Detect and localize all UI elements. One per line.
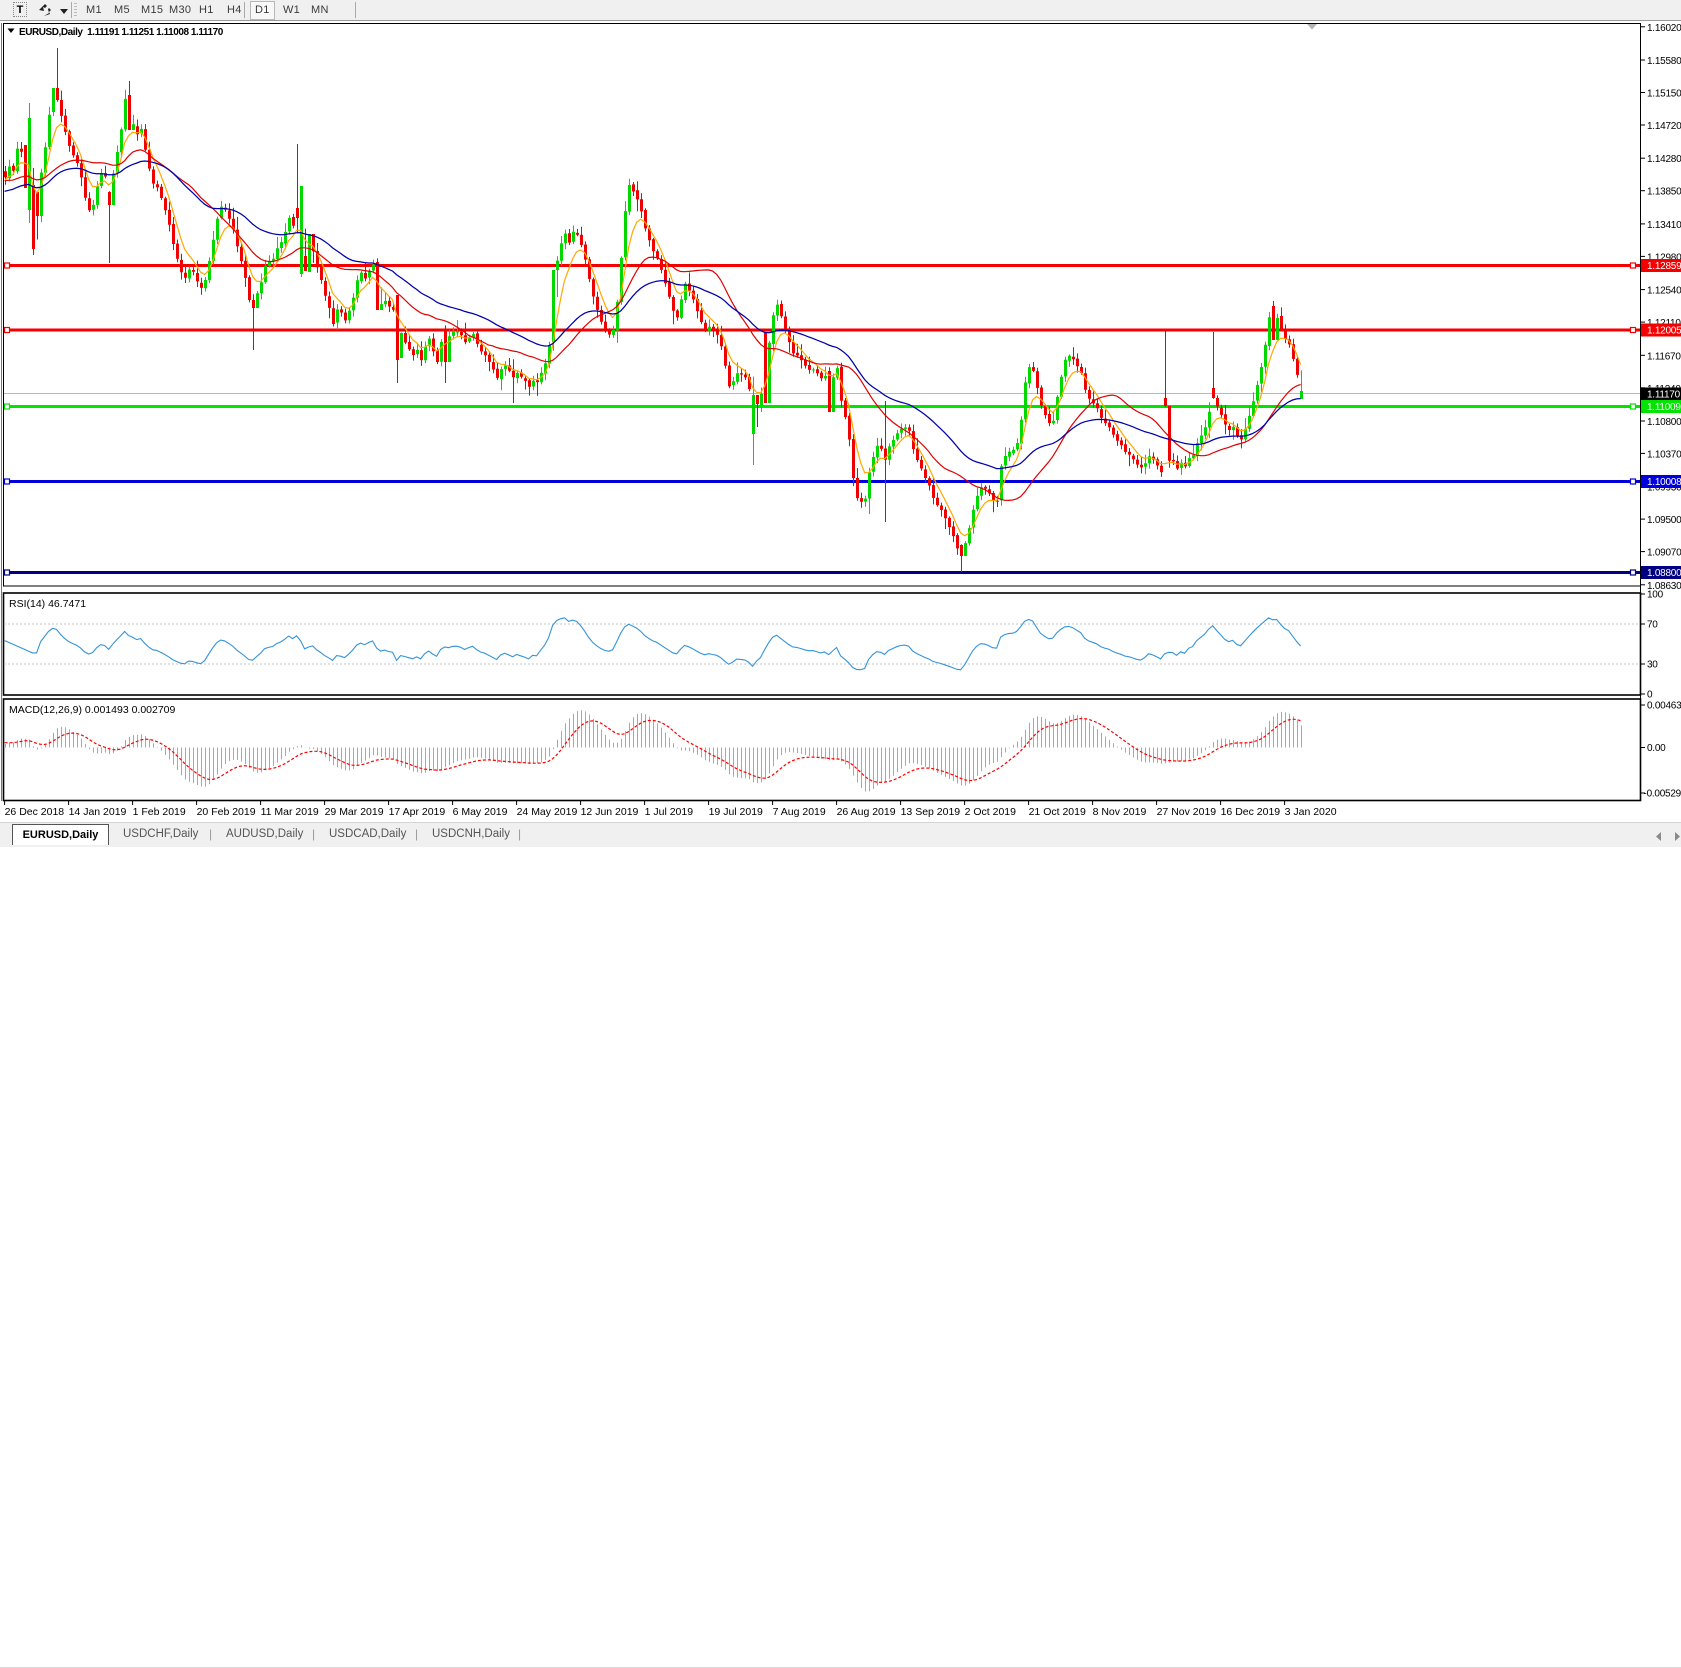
svg-text:24 May 2019: 24 May 2019 [517, 806, 578, 818]
svg-text:20 Feb 2019: 20 Feb 2019 [197, 806, 256, 818]
svg-text:EURUSD,Daily 1.11191 1.11251: EURUSD,Daily 1.11191 1.11251 1.11008 1.1… [19, 27, 224, 38]
svg-text:MACD(12,26,9) 0.001493 0.00270: MACD(12,26,9) 0.001493 0.002709 [9, 704, 176, 716]
svg-text:3 Jan 2020: 3 Jan 2020 [1285, 806, 1337, 818]
svg-text:1.15150: 1.15150 [1647, 89, 1681, 100]
svg-text:RSI(14) 46.7471: RSI(14) 46.7471 [9, 598, 86, 610]
svg-text:1.12005: 1.12005 [1647, 326, 1681, 337]
svg-text:1 Feb 2019: 1 Feb 2019 [133, 806, 186, 818]
svg-text:17 Apr 2019: 17 Apr 2019 [389, 806, 446, 818]
svg-text:14 Jan 2019: 14 Jan 2019 [69, 806, 127, 818]
svg-text:29 Mar 2019: 29 Mar 2019 [325, 806, 384, 818]
svg-text:1.13850: 1.13850 [1647, 187, 1681, 198]
svg-text:21 Oct 2019: 21 Oct 2019 [1029, 806, 1086, 818]
svg-text:1.14720: 1.14720 [1647, 121, 1681, 132]
svg-text:1.10800: 1.10800 [1647, 417, 1681, 428]
svg-text:8 Nov 2019: 8 Nov 2019 [1093, 806, 1147, 818]
svg-text:1.09070: 1.09070 [1647, 548, 1681, 559]
svg-text:16 Dec 2019: 16 Dec 2019 [1221, 806, 1281, 818]
svg-text:6 May 2019: 6 May 2019 [453, 806, 508, 818]
svg-text:1.10008: 1.10008 [1647, 477, 1681, 488]
svg-text:11 Mar 2019: 11 Mar 2019 [261, 806, 319, 818]
svg-text:7 Aug 2019: 7 Aug 2019 [773, 806, 826, 818]
svg-text:100: 100 [1647, 590, 1664, 601]
svg-text:0.00: 0.00 [1647, 743, 1666, 754]
svg-text:30: 30 [1647, 660, 1658, 671]
svg-text:1.11670: 1.11670 [1647, 351, 1681, 362]
svg-text:1.13410: 1.13410 [1647, 220, 1681, 231]
svg-text:1.12859: 1.12859 [1647, 261, 1681, 272]
svg-text:2 Oct 2019: 2 Oct 2019 [965, 806, 1017, 818]
svg-text:1.11009: 1.11009 [1647, 402, 1681, 413]
svg-text:1.08800: 1.08800 [1647, 568, 1681, 579]
svg-text:1 Jul 2019: 1 Jul 2019 [645, 806, 694, 818]
svg-text:0: 0 [1647, 690, 1653, 701]
svg-text:1.10370: 1.10370 [1647, 449, 1681, 460]
svg-text:70: 70 [1647, 620, 1658, 631]
svg-text:1.09500: 1.09500 [1647, 515, 1681, 526]
svg-text:13 Sep 2019: 13 Sep 2019 [901, 806, 961, 818]
svg-text:1.15580: 1.15580 [1647, 56, 1681, 67]
svg-text:1.11170: 1.11170 [1647, 390, 1681, 401]
svg-text:-0.00529: -0.00529 [1644, 789, 1681, 800]
svg-text:0.00463: 0.00463 [1647, 701, 1681, 712]
svg-text:1.12540: 1.12540 [1647, 286, 1681, 297]
svg-text:1.14280: 1.14280 [1647, 154, 1681, 165]
svg-text:26 Dec 2018: 26 Dec 2018 [5, 806, 65, 818]
svg-text:26 Aug 2019: 26 Aug 2019 [837, 806, 896, 818]
svg-text:19 Jul 2019: 19 Jul 2019 [709, 806, 763, 818]
svg-text:12 Jun 2019: 12 Jun 2019 [581, 806, 639, 818]
svg-text:27 Nov 2019: 27 Nov 2019 [1157, 806, 1217, 818]
svg-text:1.16020: 1.16020 [1647, 23, 1681, 34]
